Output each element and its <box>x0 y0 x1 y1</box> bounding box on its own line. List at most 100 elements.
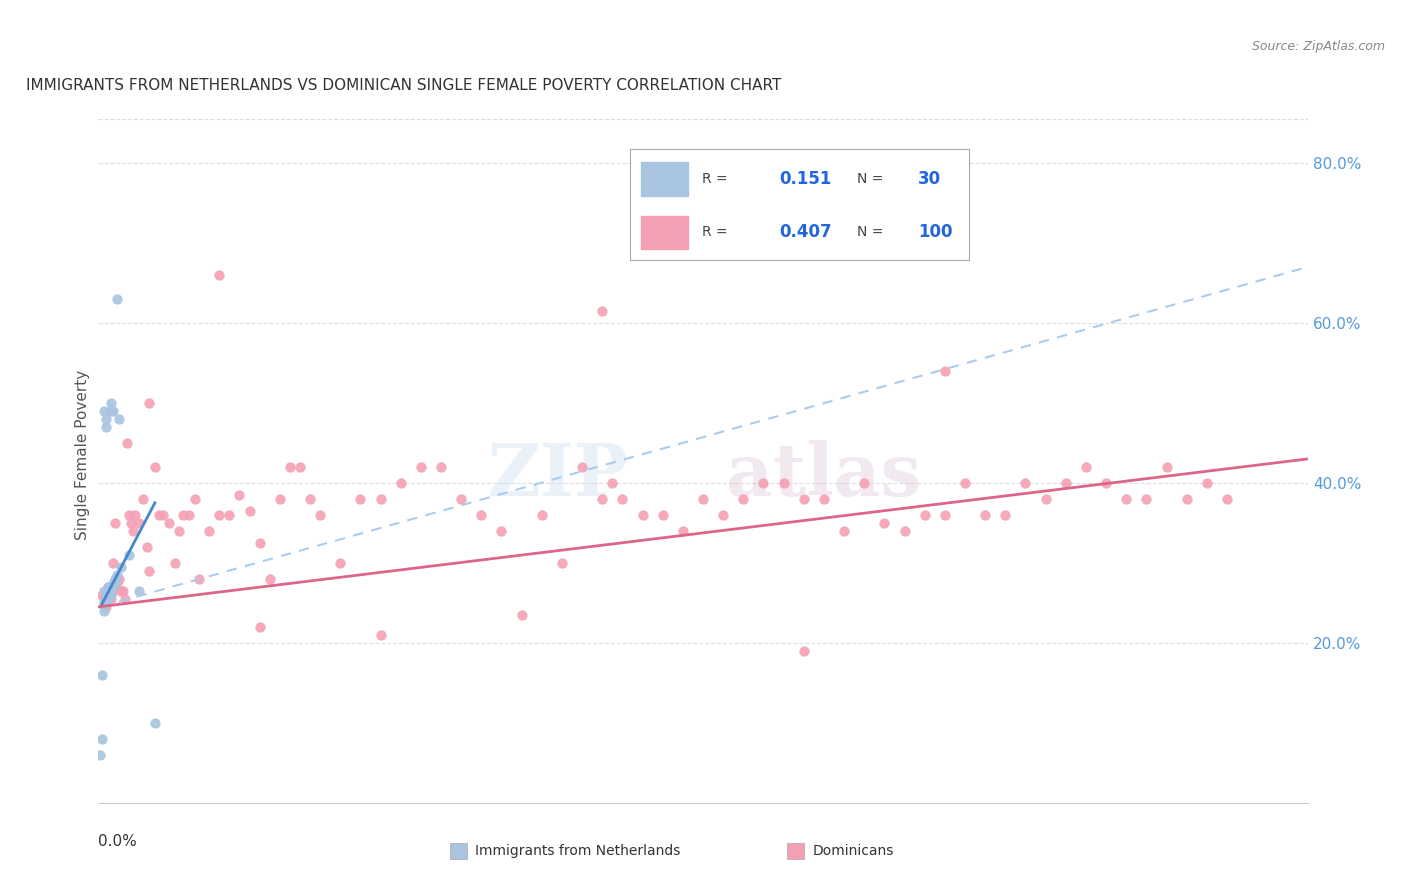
Point <box>97 583 120 598</box>
Point <box>571 459 593 474</box>
Point <box>934 508 956 522</box>
Point <box>115 436 138 450</box>
Point <box>152 508 174 522</box>
Text: Source: ZipAtlas.com: Source: ZipAtlas.com <box>1251 40 1385 54</box>
Point <box>96 599 118 614</box>
Point <box>100 404 122 418</box>
Point <box>179 508 201 522</box>
Point <box>93 583 115 598</box>
Point <box>101 575 124 590</box>
Point <box>101 556 124 570</box>
Text: N =: N = <box>858 172 889 186</box>
Point <box>97 580 120 594</box>
Point <box>93 604 115 618</box>
Point <box>430 459 453 474</box>
Text: N =: N = <box>858 226 889 239</box>
Point <box>249 620 271 634</box>
Point <box>105 292 128 306</box>
Point <box>101 580 124 594</box>
Point <box>188 572 211 586</box>
Point <box>91 731 114 746</box>
Point <box>198 524 221 538</box>
Point <box>470 508 492 522</box>
Point <box>1014 475 1036 490</box>
Point <box>591 491 613 506</box>
Point <box>138 396 160 410</box>
Text: 100: 100 <box>918 223 953 241</box>
Point <box>370 491 392 506</box>
Point <box>103 516 125 530</box>
Point <box>239 504 262 518</box>
Point <box>107 412 129 426</box>
Point <box>118 508 141 522</box>
Point <box>97 591 120 606</box>
Point <box>711 248 734 262</box>
Point <box>114 591 136 606</box>
Point <box>349 491 371 506</box>
Point <box>409 459 432 474</box>
Text: 0.0%: 0.0% <box>98 834 138 849</box>
Point <box>974 508 997 522</box>
Point <box>1156 459 1178 474</box>
Point <box>143 459 166 474</box>
Point <box>733 491 755 506</box>
Point <box>288 459 311 474</box>
Point <box>120 516 142 530</box>
Point <box>111 583 134 598</box>
Point <box>1115 491 1137 506</box>
Point <box>100 588 122 602</box>
Text: Immigrants from Netherlands: Immigrants from Netherlands <box>475 844 681 858</box>
Point <box>105 575 128 590</box>
Point <box>103 580 125 594</box>
Point <box>148 508 170 522</box>
Text: IMMIGRANTS FROM NETHERLANDS VS DOMINICAN SINGLE FEMALE POVERTY CORRELATION CHART: IMMIGRANTS FROM NETHERLANDS VS DOMINICAN… <box>25 78 782 94</box>
Text: atlas: atlas <box>727 441 921 511</box>
Point <box>118 548 141 562</box>
Point <box>450 491 472 506</box>
Point <box>591 304 613 318</box>
Point <box>93 404 115 418</box>
Point <box>163 556 186 570</box>
Point <box>793 491 815 506</box>
Point <box>793 644 815 658</box>
Point <box>1095 475 1118 490</box>
Point <box>96 420 118 434</box>
Point <box>96 412 118 426</box>
Point <box>132 491 155 506</box>
Point <box>309 508 332 522</box>
Text: 0.407: 0.407 <box>779 223 832 241</box>
Point <box>93 596 115 610</box>
Point <box>994 508 1017 522</box>
Point <box>1195 475 1218 490</box>
Point <box>249 536 271 550</box>
Point <box>107 572 129 586</box>
Point <box>278 459 301 474</box>
Point <box>631 508 654 522</box>
Point <box>172 508 194 522</box>
Point <box>772 475 794 490</box>
Point <box>832 524 855 538</box>
Point <box>121 524 143 538</box>
Point <box>96 596 118 610</box>
Point <box>128 583 150 598</box>
Point <box>269 491 291 506</box>
Point <box>157 516 180 530</box>
Point <box>893 524 915 538</box>
Bar <box>641 216 688 249</box>
Point <box>934 364 956 378</box>
Point <box>105 567 128 582</box>
Text: Dominicans: Dominicans <box>813 844 894 858</box>
Point <box>1175 491 1198 506</box>
Point <box>602 475 624 490</box>
Text: ZIP: ZIP <box>488 441 628 511</box>
Point <box>370 628 392 642</box>
Point <box>184 491 207 506</box>
Point <box>218 508 240 522</box>
Point <box>93 591 115 606</box>
Point <box>299 491 322 506</box>
Point <box>143 715 166 730</box>
Point <box>953 475 976 490</box>
Point <box>1035 491 1057 506</box>
Point <box>1135 491 1157 506</box>
Point <box>91 668 114 682</box>
